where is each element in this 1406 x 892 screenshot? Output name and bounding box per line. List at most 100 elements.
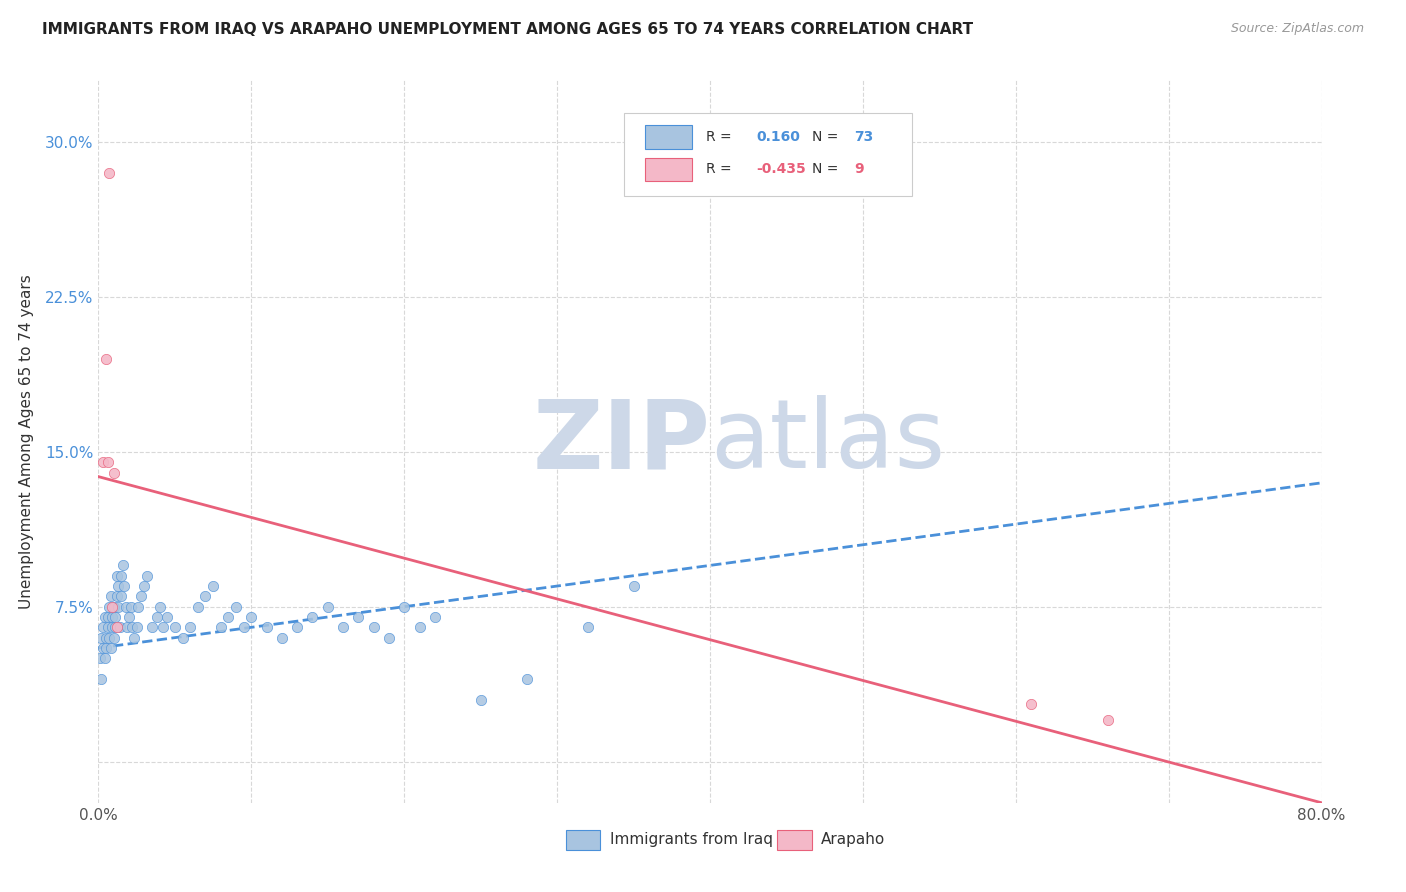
Point [98, 631, 121, 645]
Point [332, 620, 354, 634]
Point [111, 558, 134, 573]
Text: IMMIGRANTS FROM IRAQ VS ARAPAHO UNEMPLOYMENT AMONG AGES 65 TO 74 YEARS CORRELATI: IMMIGRANTS FROM IRAQ VS ARAPAHO UNEMPLOY… [42, 22, 973, 37]
Text: N =: N = [811, 162, 838, 176]
Point [100, 590, 122, 604]
Point [120, 599, 142, 614]
Point [363, 620, 385, 634]
Point [110, 590, 132, 604]
Point [270, 631, 292, 645]
Text: Immigrants from Iraq: Immigrants from Iraq [610, 832, 773, 847]
Point [101, 610, 124, 624]
Point [97, 610, 120, 624]
FancyBboxPatch shape [624, 112, 912, 196]
Point [93, 651, 115, 665]
Text: R =: R = [706, 162, 733, 176]
Point [172, 631, 194, 645]
Point [347, 610, 370, 624]
Point [118, 610, 141, 624]
Point [256, 620, 278, 634]
Point [127, 599, 149, 614]
Point [232, 620, 254, 634]
Point [103, 631, 125, 645]
Text: ZIP: ZIP [531, 395, 710, 488]
Point [179, 620, 201, 634]
Point [149, 599, 172, 614]
Text: 0.160: 0.160 [756, 129, 800, 144]
Point [209, 620, 232, 634]
Point [105, 590, 128, 604]
Point [301, 610, 323, 624]
FancyBboxPatch shape [778, 830, 811, 850]
Point [112, 579, 135, 593]
Point [194, 590, 217, 604]
Point [90, 631, 112, 645]
Point [91, 620, 114, 634]
Y-axis label: Unemployment Among Ages 65 to 74 years: Unemployment Among Ages 65 to 74 years [18, 274, 34, 609]
Point [89, 651, 111, 665]
Point [225, 599, 247, 614]
Point [105, 568, 128, 582]
Point [121, 620, 143, 634]
FancyBboxPatch shape [645, 125, 692, 149]
Point [117, 620, 139, 634]
Point [103, 599, 125, 614]
Text: R =: R = [706, 129, 733, 144]
Text: Arapaho: Arapaho [821, 832, 886, 847]
Point [408, 620, 430, 634]
Point [105, 620, 128, 634]
Point [91, 640, 114, 655]
Point [576, 620, 599, 634]
Text: -0.435: -0.435 [756, 162, 806, 176]
Text: Source: ZipAtlas.com: Source: ZipAtlas.com [1230, 22, 1364, 36]
Point [217, 610, 239, 624]
Point [240, 610, 263, 624]
Point [93, 610, 115, 624]
Point [1019, 697, 1042, 711]
Point [107, 579, 129, 593]
Point [110, 568, 132, 582]
Point [145, 610, 167, 624]
Point [134, 579, 156, 593]
Text: 9: 9 [855, 162, 865, 176]
Point [101, 599, 124, 614]
Point [98, 166, 121, 180]
Point [104, 610, 127, 624]
Point [90, 672, 112, 686]
Point [97, 455, 120, 469]
Point [122, 631, 145, 645]
FancyBboxPatch shape [565, 830, 600, 850]
Point [91, 455, 114, 469]
Point [285, 620, 308, 634]
Point [97, 620, 120, 634]
Point [129, 590, 152, 604]
Point [623, 579, 645, 593]
Point [94, 351, 117, 366]
Point [115, 599, 138, 614]
Point [470, 692, 492, 706]
Text: 73: 73 [855, 129, 873, 144]
Point [1097, 713, 1119, 727]
Point [163, 620, 186, 634]
Point [152, 620, 174, 634]
Point [94, 640, 117, 655]
Text: N =: N = [811, 129, 838, 144]
Point [316, 599, 339, 614]
Point [125, 620, 148, 634]
Point [423, 610, 446, 624]
Point [94, 631, 117, 645]
Point [187, 599, 209, 614]
Point [156, 610, 179, 624]
Point [202, 579, 225, 593]
Point [100, 640, 122, 655]
Point [103, 466, 125, 480]
Point [141, 620, 163, 634]
Point [101, 620, 124, 634]
Point [107, 599, 129, 614]
Point [136, 568, 159, 582]
Point [516, 672, 538, 686]
Point [104, 620, 127, 634]
Point [98, 599, 121, 614]
Text: atlas: atlas [710, 395, 945, 488]
FancyBboxPatch shape [645, 158, 692, 181]
Point [378, 631, 401, 645]
